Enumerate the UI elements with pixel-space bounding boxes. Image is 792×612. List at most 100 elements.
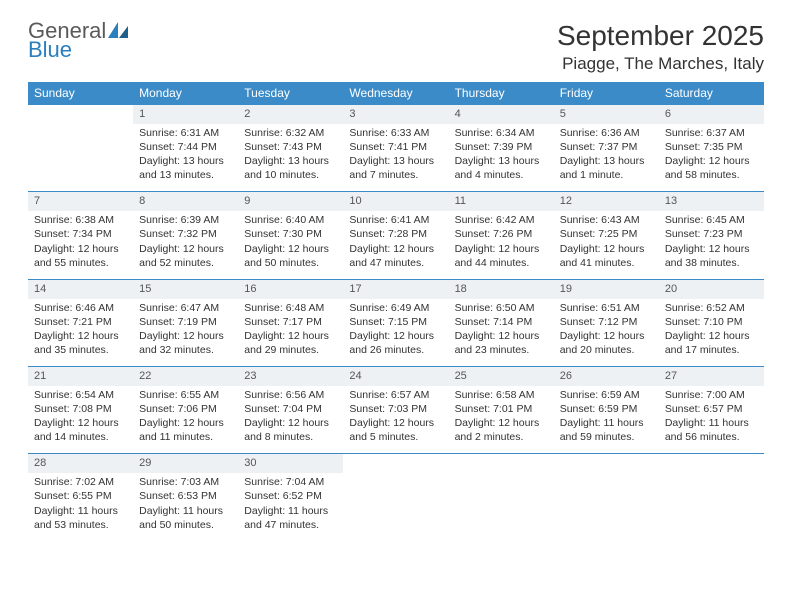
day-sunrise: Sunrise: 6:59 AM <box>560 388 653 402</box>
weekday-header-row: Sunday Monday Tuesday Wednesday Thursday… <box>28 82 764 105</box>
day-sunset: Sunset: 7:32 PM <box>139 227 232 241</box>
day-number-cell: 7 <box>28 192 133 211</box>
day-sunset: Sunset: 6:59 PM <box>560 402 653 416</box>
day-sunrise: Sunrise: 6:51 AM <box>560 301 653 315</box>
day-content-cell: Sunrise: 6:54 AMSunset: 7:08 PMDaylight:… <box>28 386 133 454</box>
day-day1: Daylight: 12 hours <box>455 242 548 256</box>
day-number-cell: 27 <box>659 367 764 386</box>
day-number-cell: 21 <box>28 367 133 386</box>
day-number-cell: 13 <box>659 192 764 211</box>
day-day2: and 17 minutes. <box>665 343 758 357</box>
day-day2: and 58 minutes. <box>665 168 758 182</box>
day-sunset: Sunset: 7:26 PM <box>455 227 548 241</box>
day-day2: and 26 minutes. <box>349 343 442 357</box>
day-sunrise: Sunrise: 6:43 AM <box>560 213 653 227</box>
day-day1: Daylight: 12 hours <box>349 416 442 430</box>
day-number-cell <box>659 454 764 473</box>
day-number-cell: 9 <box>238 192 343 211</box>
day-day2: and 59 minutes. <box>560 430 653 444</box>
day-sunset: Sunset: 7:01 PM <box>455 402 548 416</box>
title-block: September 2025 Piagge, The Marches, Ital… <box>557 20 764 74</box>
day-day2: and 32 minutes. <box>139 343 232 357</box>
day-sunrise: Sunrise: 6:39 AM <box>139 213 232 227</box>
day-day1: Daylight: 12 hours <box>34 242 127 256</box>
day-day1: Daylight: 12 hours <box>244 242 337 256</box>
day-sunrise: Sunrise: 6:38 AM <box>34 213 127 227</box>
day-number-cell <box>449 454 554 473</box>
day-sunset: Sunset: 6:53 PM <box>139 489 232 503</box>
day-number-row: 14151617181920 <box>28 279 764 298</box>
day-number-cell: 20 <box>659 279 764 298</box>
day-number-row: 123456 <box>28 105 764 124</box>
day-day2: and 11 minutes. <box>139 430 232 444</box>
day-content-cell: Sunrise: 6:56 AMSunset: 7:04 PMDaylight:… <box>238 386 343 454</box>
day-number-cell: 1 <box>133 105 238 124</box>
weekday-header: Tuesday <box>238 82 343 105</box>
day-content-cell: Sunrise: 6:52 AMSunset: 7:10 PMDaylight:… <box>659 299 764 367</box>
day-number-cell <box>554 454 659 473</box>
day-content-row: Sunrise: 6:54 AMSunset: 7:08 PM Daylight:… <box>28 386 764 454</box>
day-day1: Daylight: 13 hours <box>139 154 232 168</box>
day-content-cell: Sunrise: 6:58 AMSunset: 7:01 PMDaylight:… <box>449 386 554 454</box>
day-sunrise: Sunrise: 6:52 AM <box>665 301 758 315</box>
day-content-cell: Sunrise: 6:45 AMSunset: 7:23 PMDaylight:… <box>659 211 764 279</box>
day-day1: Daylight: 13 hours <box>455 154 548 168</box>
day-content-cell: Sunrise: 6:49 AMSunset: 7:15 PMDaylight:… <box>343 299 448 367</box>
day-day2: and 47 minutes. <box>349 256 442 270</box>
day-sunrise: Sunrise: 6:46 AM <box>34 301 127 315</box>
day-day1: Daylight: 11 hours <box>244 504 337 518</box>
day-sunrise: Sunrise: 6:36 AM <box>560 126 653 140</box>
day-day1: Daylight: 11 hours <box>560 416 653 430</box>
day-sunset: Sunset: 7:14 PM <box>455 315 548 329</box>
day-day2: and 1 minute. <box>560 168 653 182</box>
day-day1: Daylight: 11 hours <box>34 504 127 518</box>
day-sunrise: Sunrise: 6:54 AM <box>34 388 127 402</box>
day-sunset: Sunset: 7:08 PM <box>34 402 127 416</box>
day-day2: and 56 minutes. <box>665 430 758 444</box>
day-content-cell: Sunrise: 6:47 AMSunset: 7:19 PMDaylight:… <box>133 299 238 367</box>
day-sunrise: Sunrise: 7:02 AM <box>34 475 127 489</box>
day-sunrise: Sunrise: 6:40 AM <box>244 213 337 227</box>
day-sunrise: Sunrise: 6:33 AM <box>349 126 442 140</box>
weekday-header: Saturday <box>659 82 764 105</box>
day-content-cell: Sunrise: 7:04 AMSunset: 6:52 PMDaylight:… <box>238 473 343 541</box>
day-day2: and 5 minutes. <box>349 430 442 444</box>
day-content-cell: Sunrise: 6:32 AMSunset: 7:43 PMDaylight:… <box>238 124 343 192</box>
day-content-cell <box>28 124 133 192</box>
day-sunrise: Sunrise: 6:34 AM <box>455 126 548 140</box>
day-day2: and 10 minutes. <box>244 168 337 182</box>
day-day2: and 2 minutes. <box>455 430 548 444</box>
day-number-cell: 8 <box>133 192 238 211</box>
day-content-cell: Sunrise: 6:34 AMSunset: 7:39 PMDaylight:… <box>449 124 554 192</box>
day-day2: and 35 minutes. <box>34 343 127 357</box>
day-sunset: Sunset: 7:04 PM <box>244 402 337 416</box>
day-content-row: Sunrise: 6:46 AMSunset: 7:21 PMDaylight:… <box>28 299 764 367</box>
day-day1: Daylight: 11 hours <box>665 416 758 430</box>
day-number-cell: 23 <box>238 367 343 386</box>
month-title: September 2025 <box>557 20 764 52</box>
day-content-cell: Sunrise: 6:50 AMSunset: 7:14 PMDaylight:… <box>449 299 554 367</box>
day-day1: Daylight: 12 hours <box>665 242 758 256</box>
day-content-cell: Sunrise: 7:00 AMSunset: 6:57 PMDaylight:… <box>659 386 764 454</box>
day-sunrise: Sunrise: 6:58 AM <box>455 388 548 402</box>
day-sunrise: Sunrise: 6:31 AM <box>139 126 232 140</box>
day-number-cell: 11 <box>449 192 554 211</box>
day-day1: Daylight: 12 hours <box>349 329 442 343</box>
day-number-cell: 18 <box>449 279 554 298</box>
day-content-cell: Sunrise: 6:31 AMSunset: 7:44 PMDaylight:… <box>133 124 238 192</box>
day-content-cell: Sunrise: 6:41 AMSunset: 7:28 PMDaylight:… <box>343 211 448 279</box>
day-sunrise: Sunrise: 6:41 AM <box>349 213 442 227</box>
day-day2: and 55 minutes. <box>34 256 127 270</box>
day-number-cell: 28 <box>28 454 133 473</box>
day-sunrise: Sunrise: 6:57 AM <box>349 388 442 402</box>
day-content-cell: Sunrise: 7:03 AMSunset: 6:53 PMDaylight:… <box>133 473 238 541</box>
day-number-cell: 12 <box>554 192 659 211</box>
day-day2: and 50 minutes. <box>139 518 232 532</box>
day-content-cell: Sunrise: 6:55 AMSunset: 7:06 PMDaylight:… <box>133 386 238 454</box>
weekday-header: Monday <box>133 82 238 105</box>
day-number-cell: 30 <box>238 454 343 473</box>
day-content-cell: Sunrise: 6:33 AMSunset: 7:41 PMDaylight:… <box>343 124 448 192</box>
day-sunset: Sunset: 7:23 PM <box>665 227 758 241</box>
day-number-cell: 5 <box>554 105 659 124</box>
day-day1: Daylight: 12 hours <box>139 242 232 256</box>
